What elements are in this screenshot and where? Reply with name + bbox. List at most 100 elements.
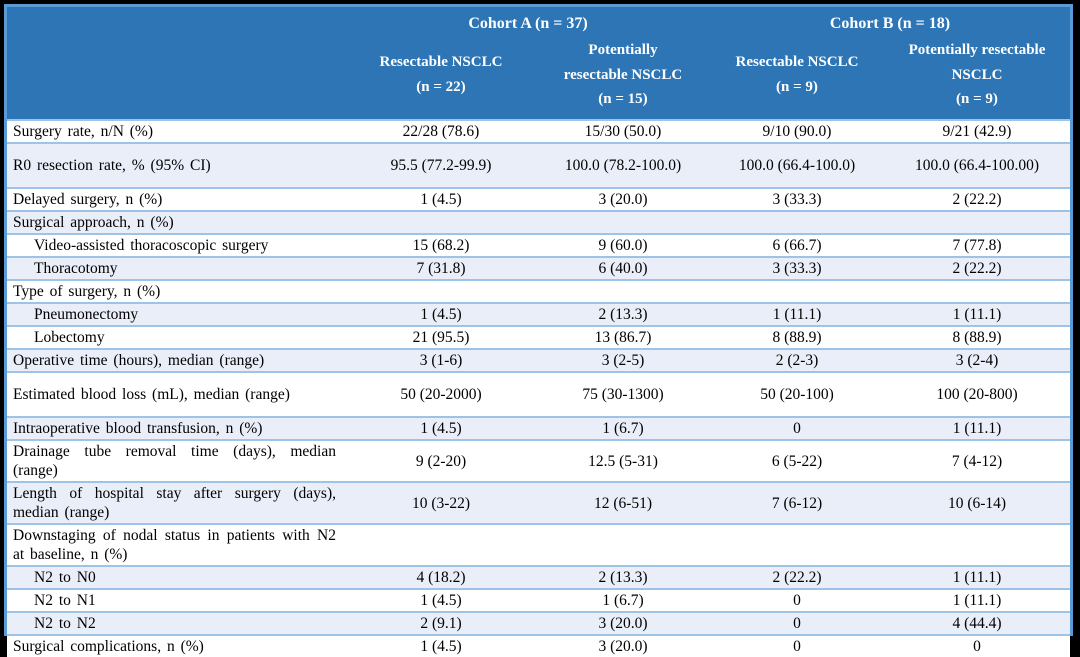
row-label: Intraoperative blood transfusion, n (%) <box>7 416 346 440</box>
table-row: Pneumonectomy 1 (4.5) 2 (13.3) 1 (11.1) 1 (1… <box>7 302 1070 326</box>
header-spacer-cell <box>7 7 346 37</box>
table-row: Estimated blood loss (mL), median (range… <box>7 371 1070 417</box>
table-row: Delayed surgery, n (%) 1 (4.5) 3 (20.0) 3 (… <box>7 187 1070 211</box>
row-value <box>884 210 1070 234</box>
row-value: 1 (4.5) <box>346 634 536 657</box>
row-label: N2 to N2 <box>7 611 346 635</box>
row-value: 7 (6-12) <box>710 481 884 524</box>
row-value: 10 (3-22) <box>346 481 536 524</box>
row-value: 3 (20.0) <box>536 611 710 635</box>
row-value: 15/30 (50.0) <box>536 119 710 143</box>
row-value: 15 (68.2) <box>346 233 536 257</box>
row-value: 8 (88.9) <box>884 325 1070 349</box>
row-value: 1 (4.5) <box>346 416 536 440</box>
row-value: 2 (2-3) <box>710 348 884 372</box>
surgical-outcomes-table: Cohort A (n = 37) Cohort B (n = 18) Rese… <box>7 7 1070 657</box>
row-value <box>346 279 536 303</box>
table-row: Lobectomy 21 (95.5) 13 (86.7) 8 (88.9) 8 (88… <box>7 325 1070 349</box>
cohort-header-row: Cohort A (n = 37) Cohort B (n = 18) <box>7 7 1070 37</box>
row-value: 100.0 (66.4-100.00) <box>884 142 1070 188</box>
table-header: Cohort A (n = 37) Cohort B (n = 18) Rese… <box>7 7 1070 120</box>
black-frame: Cohort A (n = 37) Cohort B (n = 18) Rese… <box>4 4 1073 657</box>
row-value: 6 (5-22) <box>710 439 884 482</box>
row-value <box>346 523 536 566</box>
table-row: Surgical approach, n (%) <box>7 210 1070 234</box>
row-value: 100 (20-800) <box>884 371 1070 417</box>
row-value <box>536 210 710 234</box>
row-label: R0 resection rate, % (95% CI) <box>7 142 346 188</box>
table-row: R0 resection rate, % (95% CI) 95.5 (77.2-… <box>7 142 1070 188</box>
row-value: 3 (20.0) <box>536 187 710 211</box>
row-value: 12 (6-51) <box>536 481 710 524</box>
row-value: 1 (11.1) <box>884 302 1070 326</box>
table-row: Operative time (hours), median (range) 3 … <box>7 348 1070 372</box>
row-label: N2 to N1 <box>7 588 346 612</box>
row-value: 0 <box>710 588 884 612</box>
table-row: Surgical complications, n (%) 1 (4.5) 3 (2… <box>7 634 1070 657</box>
row-value <box>346 210 536 234</box>
row-label: Video-assisted thoracoscopic surgery <box>7 233 346 257</box>
row-value: 7 (77.8) <box>884 233 1070 257</box>
row-value: 8 (88.9) <box>710 325 884 349</box>
row-label: N2 to N0 <box>7 565 346 589</box>
table-row: Thoracotomy 7 (31.8) 6 (40.0) 3 (33.3) 2 (22… <box>7 256 1070 280</box>
row-value <box>884 523 1070 566</box>
table-row: Type of surgery, n (%) <box>7 279 1070 303</box>
surgical-outcomes-table-container: Cohort A (n = 37) Cohort B (n = 18) Rese… <box>4 4 1073 657</box>
table-row: N2 to N2 2 (9.1) 3 (20.0) 0 4 (44.4) <box>7 611 1070 635</box>
row-value: 3 (33.3) <box>710 187 884 211</box>
cohort-a-header: Cohort A (n = 37) <box>346 7 710 37</box>
row-value: 2 (22.2) <box>710 565 884 589</box>
row-value: 100.0 (78.2-100.0) <box>536 142 710 188</box>
table-row: N2 to N1 1 (4.5) 1 (6.7) 0 1 (11.1) <box>7 588 1070 612</box>
row-value: 7 (4-12) <box>884 439 1070 482</box>
row-label: Pneumonectomy <box>7 302 346 326</box>
row-value: 1 (4.5) <box>346 302 536 326</box>
row-value: 0 <box>710 416 884 440</box>
subheader-cohort-b-resectable: Resectable NSCLC (n = 9) <box>710 37 884 120</box>
row-label: Thoracotomy <box>7 256 346 280</box>
row-label: Downstaging of nodal status in patients … <box>7 523 346 566</box>
row-label: Surgery rate, n/N (%) <box>7 119 346 143</box>
table-row: Drainage tube removal time (days), media… <box>7 439 1070 482</box>
row-value: 3 (2-5) <box>536 348 710 372</box>
row-value: 3 (2-4) <box>884 348 1070 372</box>
row-value: 1 (11.1) <box>710 302 884 326</box>
row-value: 21 (95.5) <box>346 325 536 349</box>
row-value: 3 (20.0) <box>536 634 710 657</box>
row-value: 1 (4.5) <box>346 187 536 211</box>
row-label: Operative time (hours), median (range) <box>7 348 346 372</box>
table-row: Video-assisted thoracoscopic surgery 15 (… <box>7 233 1070 257</box>
row-value: 2 (22.2) <box>884 256 1070 280</box>
row-value: 50 (20-2000) <box>346 371 536 417</box>
row-value: 7 (31.8) <box>346 256 536 280</box>
row-value: 1 (11.1) <box>884 565 1070 589</box>
row-value: 0 <box>710 634 884 657</box>
row-value: 1 (11.1) <box>884 416 1070 440</box>
row-value: 2 (13.3) <box>536 565 710 589</box>
header-spacer-cell <box>7 37 346 120</box>
table-row: Downstaging of nodal status in patients … <box>7 523 1070 566</box>
row-value: 1 (11.1) <box>884 588 1070 612</box>
row-value: 4 (18.2) <box>346 565 536 589</box>
row-label: Surgical complications, n (%) <box>7 634 346 657</box>
subheader-cohort-a-resectable: Resectable NSCLC (n = 22) <box>346 37 536 120</box>
subheader-cohort-b-potentially-resectable: Potentially resectable NSCLC (n = 9) <box>884 37 1070 120</box>
row-value: 4 (44.4) <box>884 611 1070 635</box>
row-value: 6 (66.7) <box>710 233 884 257</box>
row-label: Delayed surgery, n (%) <box>7 187 346 211</box>
row-value: 0 <box>710 611 884 635</box>
row-label: Type of surgery, n (%) <box>7 279 346 303</box>
row-value: 9/21 (42.9) <box>884 119 1070 143</box>
row-label: Lobectomy <box>7 325 346 349</box>
row-value <box>710 279 884 303</box>
row-value: 1 (4.5) <box>346 588 536 612</box>
table-body: Surgery rate, n/N (%) 22/28 (78.6) 15/30 (… <box>7 119 1070 657</box>
row-value: 9 (60.0) <box>536 233 710 257</box>
row-value: 1 (6.7) <box>536 416 710 440</box>
row-value: 10 (6-14) <box>884 481 1070 524</box>
row-value: 9/10 (90.0) <box>710 119 884 143</box>
table-row: Intraoperative blood transfusion, n (%) 1… <box>7 416 1070 440</box>
row-value <box>710 210 884 234</box>
row-value: 75 (30-1300) <box>536 371 710 417</box>
